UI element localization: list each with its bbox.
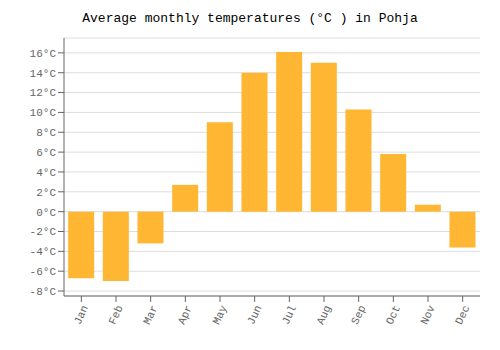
svg-text:Dec: Dec — [453, 303, 472, 326]
svg-text:6°C: 6°C — [36, 147, 56, 159]
svg-text:-6°C: -6°C — [30, 266, 57, 278]
svg-text:Feb: Feb — [107, 303, 126, 326]
svg-text:Mar: Mar — [141, 303, 160, 326]
svg-text:-4°C: -4°C — [30, 246, 57, 258]
svg-text:Nov: Nov — [419, 303, 438, 326]
svg-text:14°C: 14°C — [30, 68, 57, 80]
svg-text:12°C: 12°C — [30, 87, 57, 99]
svg-text:Oct: Oct — [384, 303, 403, 326]
svg-text:Apr: Apr — [176, 303, 195, 326]
svg-text:Aug: Aug — [315, 303, 334, 326]
svg-text:4°C: 4°C — [36, 167, 56, 179]
svg-text:16°C: 16°C — [30, 48, 57, 60]
svg-text:-8°C: -8°C — [30, 286, 57, 298]
svg-text:2°C: 2°C — [36, 187, 56, 199]
svg-text:8°C: 8°C — [36, 127, 56, 139]
svg-text:Jul: Jul — [280, 303, 299, 326]
svg-text:Sep: Sep — [349, 303, 368, 326]
svg-text:-2°C: -2°C — [30, 226, 57, 238]
html-text:Average monthly temperatures (: Average monthly temperatures (°C ) in Po… — [82, 11, 418, 26]
svg-text:10°C: 10°C — [30, 107, 57, 119]
svg-text:0°C: 0°C — [36, 207, 56, 219]
svg-text:Jun: Jun — [245, 303, 264, 326]
svg-text:May: May — [211, 303, 230, 326]
svg-text:Jan: Jan — [72, 303, 91, 326]
